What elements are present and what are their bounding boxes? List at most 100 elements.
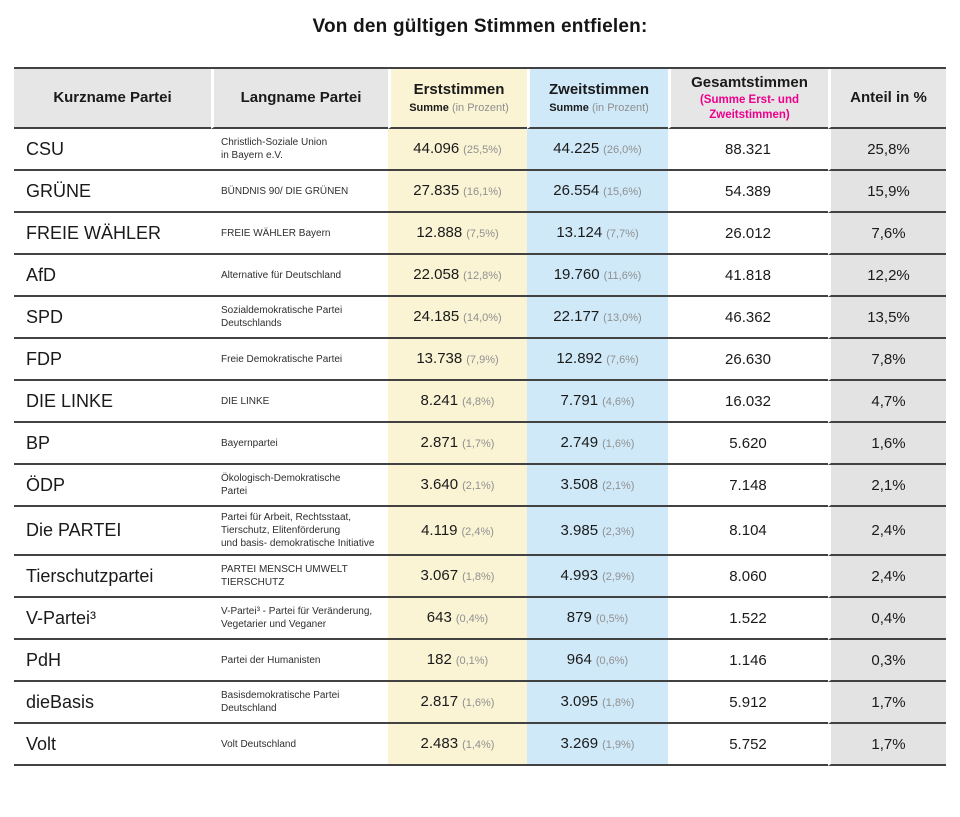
party-long-name: Basisdemokratische Partei Deutschland	[211, 682, 388, 724]
erststimmen-header-label: Erststimmen	[413, 80, 505, 98]
erststimmen-cell: 8.241 (4,8%)	[388, 381, 527, 423]
erststimmen-cell: 44.096 (25,5%)	[388, 129, 527, 171]
anteil-value: 12,2%	[828, 255, 946, 297]
erststimmen-sum: 3.640	[420, 476, 459, 493]
table-body: CSU Christlich-Soziale Union in Bayern e…	[14, 129, 946, 766]
party-long-name: FREIE WÄHLER Bayern	[211, 213, 388, 255]
gesamtstimmen-value: 5.620	[668, 423, 828, 465]
party-short-name: BP	[14, 423, 211, 465]
party-short-name: Volt	[14, 724, 211, 766]
anteil-value: 4,7%	[828, 381, 946, 423]
table-row: FDP Freie Demokratische Partei 13.738 (7,…	[14, 339, 946, 381]
party-short-name: ÖDP	[14, 465, 211, 507]
anteil-value: 2,4%	[828, 556, 946, 598]
erststimmen-sum: 2.817	[420, 693, 459, 710]
party-long-name: Alternative für Deutschland	[211, 255, 388, 297]
table-header: Kurzname Partei Langname Partei Erststim…	[14, 69, 946, 129]
anteil-value: 7,6%	[828, 213, 946, 255]
gesamtstimmen-value: 46.362	[668, 297, 828, 339]
erststimmen-cell: 13.738 (7,9%)	[388, 339, 527, 381]
gesamtstimmen-value: 88.321	[668, 129, 828, 171]
table-row: AfD Alternative für Deutschland 22.058 (1…	[14, 255, 946, 297]
party-long-name: Partei für Arbeit, Rechtsstaat, Tierschu…	[211, 507, 388, 556]
party-short-name: FDP	[14, 339, 211, 381]
erststimmen-percent: (1,4%)	[462, 739, 495, 751]
erststimmen-cell: 182 (0,1%)	[388, 640, 527, 682]
party-long-name: Bayernpartei	[211, 423, 388, 465]
zweitstimmen-cell: 3.269 (1,9%)	[527, 724, 668, 766]
erststimmen-percent: (14,0%)	[463, 312, 502, 324]
erststimmen-percent: (1,7%)	[462, 438, 495, 450]
zweitstimmen-sum: 7.791	[560, 392, 599, 409]
anteil-header-label: Anteil in %	[850, 89, 927, 106]
erststimmen-percent: (2,4%)	[461, 525, 494, 538]
erststimmen-percent: (25,5%)	[463, 144, 502, 156]
gesamtstimmen-value: 7.148	[668, 465, 828, 507]
party-short-name: dieBasis	[14, 682, 211, 724]
summe-label: Summe	[409, 101, 449, 114]
zweitstimmen-cell: 22.177 (13,0%)	[527, 297, 668, 339]
zweitstimmen-sum: 3.508	[560, 476, 599, 493]
column-header-zweitstimmen: Zweitstimmen Summe (in Prozent)	[527, 69, 668, 129]
erststimmen-sum: 22.058	[413, 266, 460, 283]
party-long-name: V-Partei³ - Partei für Veränderung, Vege…	[211, 598, 388, 640]
anteil-value: 0,3%	[828, 640, 946, 682]
langname-header-label: Langname Partei	[240, 89, 362, 106]
party-long-name: Freie Demokratische Partei	[211, 339, 388, 381]
party-long-name: Sozialdemokratische Partei Deutschlands	[211, 297, 388, 339]
table-row: V-Partei³ V-Partei³ - Partei für Verände…	[14, 598, 946, 640]
zweitstimmen-percent: (0,5%)	[595, 613, 629, 625]
zweitstimmen-cell: 19.760 (11,6%)	[527, 255, 668, 297]
erststimmen-percent: (2,1%)	[462, 480, 495, 492]
zweitstimmen-sum: 44.225	[553, 140, 600, 157]
zweitstimmen-cell: 3.095 (1,8%)	[527, 682, 668, 724]
party-long-name: Partei der Humanisten	[211, 640, 388, 682]
zweitstimmen-percent: (2,1%)	[602, 480, 635, 492]
gesamtstimmen-value: 26.012	[668, 213, 828, 255]
zweitstimmen-cell: 879 (0,5%)	[527, 598, 668, 640]
results-table: Kurzname Partei Langname Partei Erststim…	[14, 67, 946, 766]
anteil-value: 1,6%	[828, 423, 946, 465]
erststimmen-header-subtitle: Summe (in Prozent)	[395, 102, 523, 115]
gesamtstimmen-value: 54.389	[668, 171, 828, 213]
gesamtstimmen-value: 5.752	[668, 724, 828, 766]
zweitstimmen-percent: (13,0%)	[603, 312, 642, 324]
erststimmen-cell: 12.888 (7,5%)	[388, 213, 527, 255]
column-header-kurzname: Kurzname Partei	[14, 69, 211, 129]
anteil-value: 13,5%	[828, 297, 946, 339]
party-short-name: Die PARTEI	[14, 507, 211, 556]
erststimmen-sum: 3.067	[420, 567, 459, 584]
party-long-name: PARTEI MENSCH UMWELT TIERSCHUTZ	[211, 556, 388, 598]
table-row: dieBasis Basisdemokratische Partei Deuts…	[14, 682, 946, 724]
erststimmen-sum: 643	[426, 609, 452, 626]
zweitstimmen-header-label: Zweitstimmen	[548, 80, 650, 98]
zweitstimmen-sum: 22.177	[553, 308, 600, 325]
erststimmen-percent: (1,6%)	[462, 697, 495, 709]
erststimmen-percent: (0,1%)	[455, 655, 489, 667]
erststimmen-cell: 643 (0,4%)	[388, 598, 527, 640]
anteil-value: 1,7%	[828, 724, 946, 766]
gesamtstimmen-header-label: Gesamtstimmen	[691, 74, 808, 92]
erststimmen-cell: 3.067 (1,8%)	[388, 556, 527, 598]
anteil-value: 2,4%	[828, 507, 946, 556]
zweitstimmen-cell: 26.554 (15,6%)	[527, 171, 668, 213]
zweitstimmen-percent: (11,6%)	[603, 270, 642, 282]
erststimmen-cell: 24.185 (14,0%)	[388, 297, 527, 339]
zweitstimmen-cell: 2.749 (1,6%)	[527, 423, 668, 465]
summe-label: Summe	[549, 101, 589, 114]
party-short-name: FREIE WÄHLER	[14, 213, 211, 255]
erststimmen-sum: 2.871	[420, 434, 459, 451]
table-row: Tierschutzpartei PARTEI MENSCH UMWELT TI…	[14, 556, 946, 598]
erststimmen-cell: 2.871 (1,7%)	[388, 423, 527, 465]
zweitstimmen-percent: (1,6%)	[602, 438, 635, 450]
zweitstimmen-sum: 2.749	[560, 434, 599, 451]
table-row: ÖDP Ökologisch-Demokratische Partei 3.64…	[14, 465, 946, 507]
table-row: GRÜNE BÜNDNIS 90/ DIE GRÜNEN 27.835 (16,1…	[14, 171, 946, 213]
erststimmen-cell: 2.483 (1,4%)	[388, 724, 527, 766]
party-short-name: DIE LINKE	[14, 381, 211, 423]
gesamtstimmen-value: 5.912	[668, 682, 828, 724]
zweitstimmen-cell: 7.791 (4,6%)	[527, 381, 668, 423]
erststimmen-sum: 24.185	[413, 308, 460, 325]
erststimmen-percent: (0,4%)	[455, 613, 489, 625]
party-short-name: Tierschutzpartei	[14, 556, 211, 598]
